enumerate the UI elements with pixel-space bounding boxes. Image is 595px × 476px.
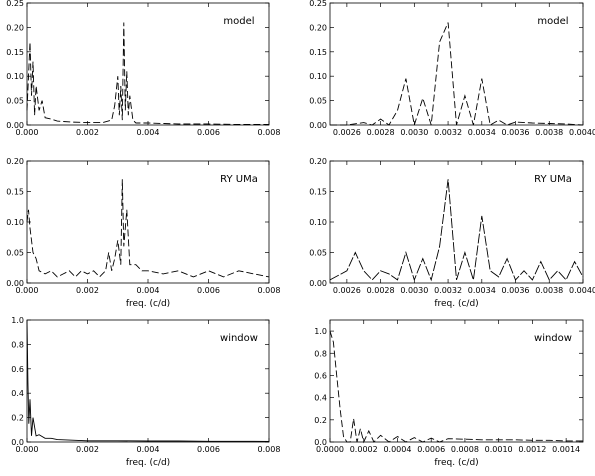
y-tick-label: 0.10 [6, 218, 24, 227]
panel-ryuma-zoom: 0.0026 0.0028 0.0030 0.0032 0.0034 0.0036 0.00… [309, 157, 595, 309]
x-tick-label: 0.0026 [333, 128, 361, 137]
x-tick-label: 0.000 [16, 286, 39, 295]
x-tick-label: 0.0036 [502, 128, 530, 137]
panel-label: window [220, 333, 258, 344]
y-tick-label: 0.15 [309, 188, 327, 197]
y-tick-label: 0.10 [6, 72, 24, 81]
y-tick-label: 0.00 [6, 279, 24, 288]
y-tick-label: 0.4 [11, 389, 24, 398]
y-tick-label: 0.8 [11, 340, 24, 349]
y-tick-label: 0.00 [309, 121, 327, 130]
y-tick-label: 0.20 [6, 23, 24, 32]
y-tick-label: 0.05 [6, 97, 24, 106]
y-tick-label: 0.25 [309, 0, 327, 8]
x-axis-label: freq. (c/d) [434, 458, 478, 468]
x-tick-label: 0.006 [197, 445, 220, 454]
x-tick-label: 0.000 [16, 128, 39, 137]
series-line [329, 179, 584, 282]
series-line [26, 179, 270, 278]
y-tick-label: 0.10 [309, 218, 327, 227]
panel-label: window [534, 333, 572, 344]
y-tick-label: 0.15 [309, 48, 327, 57]
x-tick-label: 0.002 [76, 128, 99, 137]
y-tick-label: 0.0 [314, 438, 327, 447]
y-tick-label: 0.20 [6, 157, 24, 166]
y-tick-label: 0.0 [11, 438, 24, 447]
x-tick-label: 0.008 [258, 128, 281, 137]
y-tick-label: 0.05 [6, 249, 24, 258]
panel-label: RY UMa [534, 174, 572, 185]
panel-label: model [537, 16, 568, 27]
x-axis-label: freq. (c/d) [126, 458, 170, 468]
x-tick-label: 0.0038 [535, 286, 563, 295]
panel-window-zoom: 0.0000 0.0002 0.0004 0.0006 0.0008 0.0010 0.00… [314, 319, 584, 468]
y-tick-label: 0.6 [314, 371, 327, 380]
panel-window-full: 0.000 0.002 0.004 0.006 0.008 0.0 0.2 0.4 0.6 0.8… [11, 316, 280, 468]
panel-label: RY UMa [220, 174, 258, 185]
x-axis-label: freq. (c/d) [434, 299, 478, 309]
panel-label: model [223, 16, 254, 27]
x-tick-label: 0.0002 [350, 445, 378, 454]
y-tick-label: 0.15 [6, 188, 24, 197]
x-tick-label: 0.006 [197, 286, 220, 295]
y-tick-label: 0.10 [309, 72, 327, 81]
panel-model-full: 0.000 0.002 0.004 0.006 0.008 0.00 0.05 0.10 0.1… [6, 0, 280, 137]
y-tick-label: 0.05 [309, 249, 327, 258]
x-tick-label: 0.0006 [417, 445, 445, 454]
x-tick-label: 0.0036 [502, 286, 530, 295]
x-tick-label: 0.0032 [434, 128, 462, 137]
x-tick-label: 0.0008 [451, 445, 479, 454]
x-tick-label: 0.004 [137, 445, 160, 454]
x-tick-label: 0.0012 [518, 445, 546, 454]
x-tick-label: 0.0040 [569, 286, 595, 295]
y-tick-label: 0.25 [6, 0, 24, 8]
series-line [26, 22, 269, 125]
y-tick-label: 0.4 [314, 394, 327, 403]
x-tick-label: 0.006 [197, 128, 220, 137]
x-tick-label: 0.004 [137, 128, 160, 137]
x-tick-label: 0.0030 [400, 286, 428, 295]
y-tick-label: 0.6 [11, 365, 24, 374]
series-line [329, 330, 583, 444]
x-tick-label: 0.0040 [569, 128, 595, 137]
plot-frame [329, 319, 584, 443]
x-tick-label: 0.000 [16, 445, 39, 454]
y-tick-label: 0.00 [6, 121, 24, 130]
x-tick-label: 0.0000 [316, 445, 344, 454]
panel-ryuma-full: 0.000 0.002 0.004 0.006 0.008 0.00 0.05 0.10 0.1… [6, 157, 280, 309]
x-tick-label: 0.002 [76, 445, 99, 454]
y-tick-label: 1.0 [314, 327, 327, 336]
x-tick-label: 0.0032 [434, 286, 462, 295]
y-tick-label: 0.2 [11, 414, 24, 423]
x-tick-label: 0.0028 [367, 128, 395, 137]
x-tick-label: 0.002 [76, 286, 99, 295]
x-tick-label: 0.0014 [552, 445, 580, 454]
x-tick-label: 0.0034 [468, 286, 496, 295]
x-tick-label: 0.0026 [333, 286, 361, 295]
x-tick-label: 0.0030 [400, 128, 428, 137]
y-tick-label: 0.05 [309, 97, 327, 106]
y-tick-label: 0.15 [6, 48, 24, 57]
x-tick-label: 0.0004 [383, 445, 411, 454]
x-tick-label: 0.0038 [535, 128, 563, 137]
y-tick-label: 1.0 [11, 316, 24, 325]
series-line [26, 319, 270, 442]
y-tick-label: 0.20 [309, 23, 327, 32]
y-tick-label: 0.20 [309, 157, 327, 166]
x-tick-label: 0.0028 [367, 286, 395, 295]
y-tick-label: 0.8 [314, 349, 327, 358]
x-tick-label: 0.008 [258, 445, 281, 454]
y-tick-label: 0.00 [309, 279, 327, 288]
x-tick-label: 0.004 [137, 286, 160, 295]
x-tick-label: 0.0034 [468, 128, 496, 137]
series-line [330, 22, 584, 126]
panel-model-zoom: 0.0026 0.0028 0.0030 0.0032 0.0034 0.0036 0.00… [309, 0, 595, 137]
x-tick-label: 0.008 [258, 286, 281, 295]
x-axis-label: freq. (c/d) [126, 299, 170, 309]
x-tick-label: 0.0010 [485, 445, 513, 454]
y-tick-label: 0.2 [314, 416, 327, 425]
